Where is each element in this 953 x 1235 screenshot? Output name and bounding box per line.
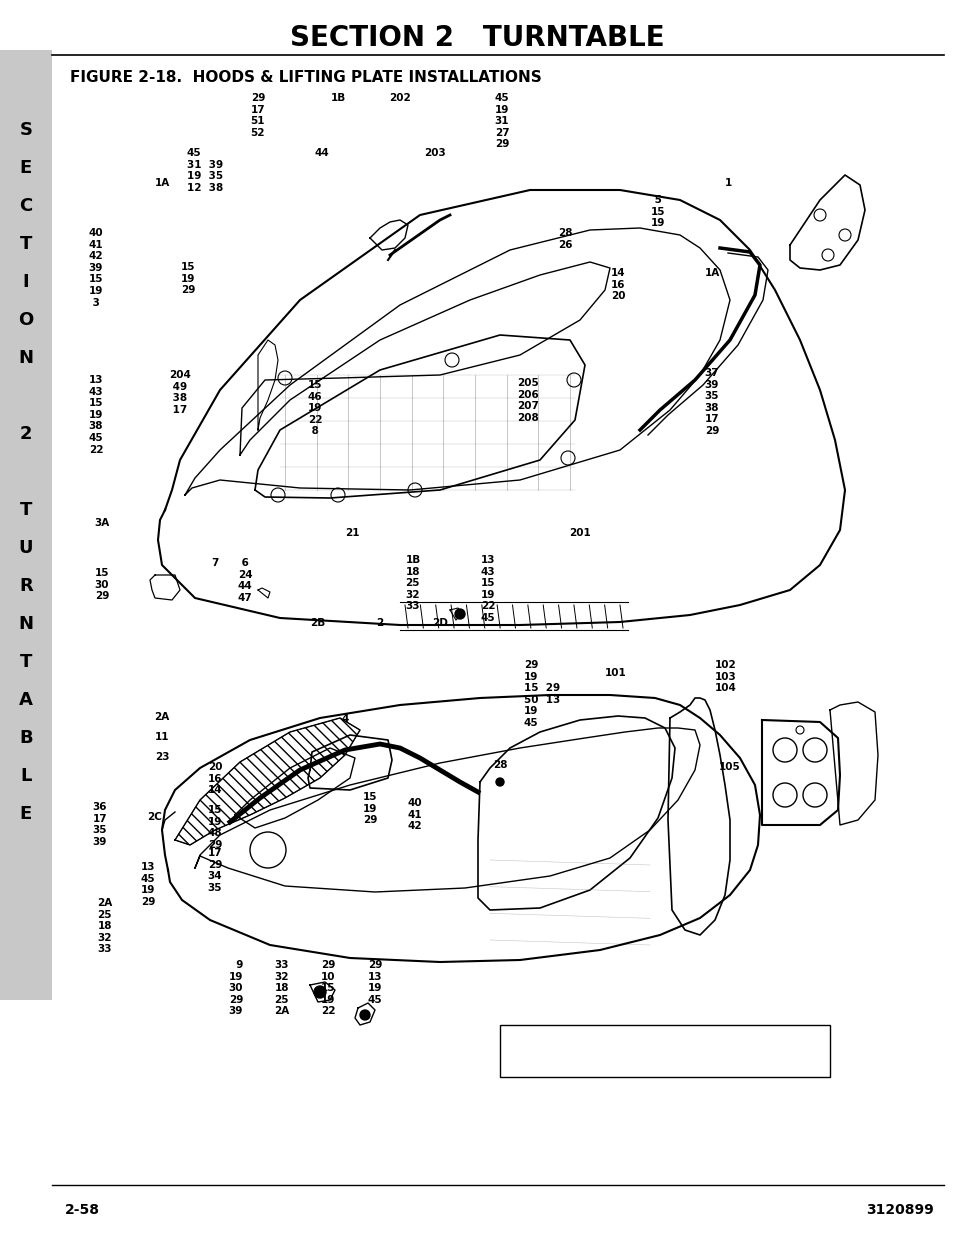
- Circle shape: [496, 778, 503, 785]
- Text: 3A: 3A: [94, 517, 110, 529]
- Text: R: R: [19, 577, 32, 595]
- Text: 5
15
19: 5 15 19: [650, 195, 664, 228]
- Text: T: T: [20, 653, 32, 671]
- Text: 36
17
35
39: 36 17 35 39: [92, 802, 107, 847]
- Circle shape: [359, 1010, 370, 1020]
- Text: 14
16
20: 14 16 20: [610, 268, 624, 301]
- Text: 2A
25
18
32
33: 2A 25 18 32 33: [97, 898, 112, 955]
- Text: 29
17
51
52: 29 17 51 52: [251, 93, 265, 138]
- Text: 13
43
15
19
38
45
22: 13 43 15 19 38 45 22: [89, 375, 103, 454]
- Text: N: N: [18, 615, 33, 634]
- Text: 102
103
104: 102 103 104: [715, 659, 736, 693]
- Text: 29
13
19
45: 29 13 19 45: [367, 960, 382, 1005]
- Text: 33
32
18
25
2A: 33 32 18 25 2A: [274, 960, 290, 1016]
- Text: 21: 21: [344, 529, 359, 538]
- Text: 2-58: 2-58: [65, 1203, 100, 1216]
- Text: 2D: 2D: [432, 618, 448, 629]
- Text: L: L: [20, 767, 31, 785]
- Text: 2: 2: [376, 618, 383, 629]
- Text: 201: 201: [569, 529, 590, 538]
- Text: 23: 23: [154, 752, 169, 762]
- Text: E: E: [20, 159, 32, 177]
- Text: 1: 1: [723, 178, 731, 188]
- Text: 1B: 1B: [330, 93, 345, 103]
- Text: 15
19
29: 15 19 29: [180, 262, 195, 295]
- Text: 15
19
48
29: 15 19 48 29: [208, 805, 222, 850]
- Text: C: C: [19, 198, 32, 215]
- Text: 20
16
14: 20 16 14: [208, 762, 222, 795]
- Bar: [0, 49, 52, 1000]
- Text: 101: 101: [604, 668, 626, 678]
- Text: 205
206
207
208: 205 206 207 208: [517, 378, 538, 422]
- Text: 29
19
15  29
50  13
19
45: 29 19 15 29 50 13 19 45: [523, 659, 559, 727]
- Text: A: A: [19, 692, 33, 709]
- Text: 11: 11: [154, 732, 169, 742]
- Text: 13
45
19
29: 13 45 19 29: [140, 862, 155, 906]
- Bar: [499, 1025, 829, 1077]
- Text: O: O: [18, 311, 33, 329]
- Text: 2B: 2B: [310, 618, 325, 629]
- Circle shape: [314, 986, 326, 998]
- Text: E: E: [20, 805, 32, 823]
- Text: 40
41
42: 40 41 42: [407, 798, 422, 831]
- Text: 28
26: 28 26: [558, 228, 572, 249]
- Text: 45
19
31
27
29: 45 19 31 27 29: [495, 93, 509, 149]
- Text: 15
30
29: 15 30 29: [94, 568, 110, 601]
- Text: B: B: [19, 729, 32, 747]
- Text: 2A: 2A: [154, 713, 170, 722]
- Text: 17
29
34
35: 17 29 34 35: [208, 848, 222, 893]
- Text: 1A: 1A: [154, 178, 170, 188]
- Circle shape: [455, 609, 464, 619]
- Text: 6
24
44
47: 6 24 44 47: [237, 558, 253, 603]
- Text: 4: 4: [341, 714, 349, 724]
- Text: 9
19
30
29
39: 9 19 30 29 39: [229, 960, 243, 1016]
- Text: 37
39
35
38
17
29: 37 39 35 38 17 29: [704, 368, 719, 436]
- Text: N: N: [18, 350, 33, 367]
- Text: 40
41
42
39
15
19
 3: 40 41 42 39 15 19 3: [89, 228, 103, 308]
- Text: 1A: 1A: [703, 268, 719, 278]
- Text: 29
10
15
19
22: 29 10 15 19 22: [320, 960, 335, 1016]
- Text: 13
43
15
19
22
45: 13 43 15 19 22 45: [480, 555, 495, 622]
- Text: SECTION 2   TURNTABLE: SECTION 2 TURNTABLE: [290, 23, 663, 52]
- Text: 105: 105: [719, 762, 740, 772]
- Text: S: S: [19, 121, 32, 140]
- Text: 204
 49
 38
 17: 204 49 38 17: [169, 370, 191, 415]
- Text: 1B
18
25
32
33: 1B 18 25 32 33: [405, 555, 420, 611]
- Text: 203: 203: [424, 148, 445, 158]
- Text: 28: 28: [493, 760, 507, 769]
- Text: 15
46
19
22
 8: 15 46 19 22 8: [308, 380, 322, 436]
- Text: 44: 44: [314, 148, 329, 158]
- Text: 202: 202: [389, 93, 411, 103]
- Text: I: I: [23, 273, 30, 291]
- Text: 2C: 2C: [148, 811, 162, 823]
- Text: 2: 2: [20, 425, 32, 443]
- Text: 15
19
29: 15 19 29: [362, 792, 376, 825]
- Text: 45
31  39
19  35
12  38: 45 31 39 19 35 12 38: [187, 148, 223, 193]
- Text: FIGURE 2-18.  HOODS & LIFTING PLATE INSTALLATIONS: FIGURE 2-18. HOODS & LIFTING PLATE INSTA…: [70, 70, 541, 85]
- Text: T: T: [20, 235, 32, 253]
- Text: T: T: [20, 501, 32, 519]
- Text: 3120899: 3120899: [865, 1203, 933, 1216]
- Text: 7: 7: [212, 558, 218, 568]
- Text: U: U: [19, 538, 33, 557]
- Text: NOTE: REPLACEMENT DECALS MUST BE
ORDERED SEPARATELY - SEE SECTION 8: NOTE: REPLACEMENT DECALS MUST BE ORDERED…: [510, 1032, 770, 1061]
